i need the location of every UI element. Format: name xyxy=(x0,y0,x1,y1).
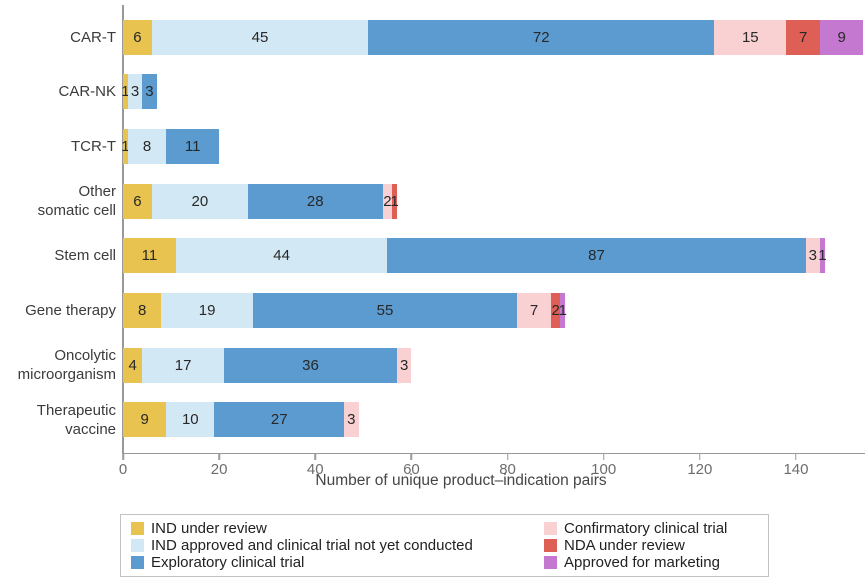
axis-tick xyxy=(218,452,220,460)
bar-segment: 87 xyxy=(387,238,806,274)
bar-segment: 8 xyxy=(123,293,162,328)
bar-segment: 11 xyxy=(123,238,176,274)
bar-row: Gene therapy 8 19 55 7 2 1 xyxy=(0,293,865,328)
axis-tick-label: 140 xyxy=(783,461,809,478)
legend-item: IND under review xyxy=(131,520,544,537)
legend-item: Confirmatory clinical trial xyxy=(544,520,727,537)
bar-row: TCR-T 1 8 11 xyxy=(0,128,865,164)
bar-segment: 45 xyxy=(151,19,369,55)
legend-label: IND under review xyxy=(151,520,267,537)
bar-row: Therapeutic vaccine 9 10 27 3 xyxy=(0,401,865,438)
bar-row: CAR-NK 1 3 3 xyxy=(0,74,865,110)
bar-segment: 72 xyxy=(368,19,715,55)
legend-item: NDA under review xyxy=(544,537,727,554)
bar-segment: 1 xyxy=(818,238,827,274)
axis-tick-label: 0 xyxy=(118,461,128,478)
category-label: Gene therapy xyxy=(25,302,116,319)
axis-tick xyxy=(410,452,413,460)
bar-segment: 3 xyxy=(142,74,157,110)
bar-segment: 27 xyxy=(214,402,345,438)
legend-swatch-icon xyxy=(544,556,557,569)
bar-segment: 3 xyxy=(344,402,359,438)
bar-segment: 7 xyxy=(786,19,820,55)
bar-row: Stem cell 11 44 87 3 1 xyxy=(0,238,865,274)
x-axis-title: Number of unique product–indication pair… xyxy=(315,472,607,489)
axis-tick xyxy=(122,452,124,460)
legend-item: Approved for marketing xyxy=(544,554,727,571)
category-label: Other somatic cell xyxy=(37,183,116,220)
axis-tick-label: 100 xyxy=(591,461,617,478)
bar-row: CAR-T 6 45 72 15 7 9 xyxy=(0,19,865,55)
bar-segment: 2 xyxy=(550,293,561,328)
category-label: TCR-T xyxy=(71,137,116,155)
axis-tick-label: 60 xyxy=(403,461,420,478)
axis-tick xyxy=(314,452,317,460)
legend-item: Exploratory clinical trial xyxy=(131,554,544,571)
axis-tick xyxy=(602,452,605,460)
legend-swatch-icon xyxy=(544,539,557,552)
bar-segment: 9 xyxy=(123,402,167,438)
axis-tick xyxy=(795,452,797,460)
legend-column-left: IND under review IND approved and clinic… xyxy=(131,520,544,571)
axis-tick-label: 20 xyxy=(210,461,228,478)
bar-segment: 3 xyxy=(396,347,412,383)
bar-segment: 44 xyxy=(175,238,388,274)
bar-segment: 6 xyxy=(123,183,152,219)
bar-segment: 28 xyxy=(247,183,383,219)
bar-segment: 10 xyxy=(166,402,215,438)
bar-segment: 8 xyxy=(127,128,167,164)
bar-segment: 19 xyxy=(161,293,253,328)
legend-swatch-icon xyxy=(131,539,144,552)
legend-label: Confirmatory clinical trial xyxy=(564,520,728,537)
bar-segment: 20 xyxy=(151,183,248,219)
axis-tick-label: 120 xyxy=(687,461,713,478)
legend-column-right: Confirmatory clinical trial NDA under re… xyxy=(544,520,727,571)
axis-tick xyxy=(699,452,701,460)
legend-swatch-icon xyxy=(131,556,144,569)
bar-segment: 3 xyxy=(805,238,820,274)
legend-label: NDA under review xyxy=(564,537,685,554)
axis-tick-label: 80 xyxy=(499,461,516,478)
legend-swatch-icon xyxy=(544,522,557,535)
bar-segment: 1 xyxy=(390,183,399,219)
category-label: Stem cell xyxy=(54,247,116,265)
x-axis-line xyxy=(122,452,865,454)
bar-segment: 6 xyxy=(123,19,152,55)
legend-label: Approved for marketing xyxy=(564,554,720,571)
legend: IND under review IND approved and clinic… xyxy=(120,514,769,577)
bar-segment: 1 xyxy=(121,74,130,110)
category-label: CAR-NK xyxy=(58,83,116,101)
bar-segment: 7 xyxy=(517,293,551,328)
axis-tick xyxy=(506,452,509,460)
bar-segment: 55 xyxy=(252,293,518,328)
legend-label: IND approved and clinical trial not yet … xyxy=(151,537,473,554)
category-label: Oncolytic microorganism xyxy=(17,347,116,384)
category-label: Therapeutic vaccine xyxy=(36,401,116,438)
bar-segment: 1 xyxy=(559,293,567,328)
bar-segment: 17 xyxy=(142,347,224,383)
bar-segment: 3 xyxy=(127,74,143,110)
y-axis-line xyxy=(122,5,124,453)
bar-segment: 1 xyxy=(121,128,130,164)
axis-tick-label: 40 xyxy=(306,461,324,478)
legend-label: Exploratory clinical trial xyxy=(151,554,305,571)
bar-segment: 9 xyxy=(820,19,864,55)
bar-row: Oncolytic microorganism 4 17 36 3 xyxy=(0,347,865,384)
bar-segment: 4 xyxy=(123,347,143,383)
bar-segment: 11 xyxy=(166,128,220,164)
legend-item: IND approved and clinical trial not yet … xyxy=(131,537,544,554)
category-label: CAR-T xyxy=(70,28,116,46)
bar-segment: 2 xyxy=(382,183,393,219)
bar-segment: 15 xyxy=(714,19,787,55)
bar-row: Other somatic cell 6 20 28 2 1 xyxy=(0,183,865,220)
bar-segment: 36 xyxy=(223,347,397,383)
legend-swatch-icon xyxy=(131,522,144,535)
